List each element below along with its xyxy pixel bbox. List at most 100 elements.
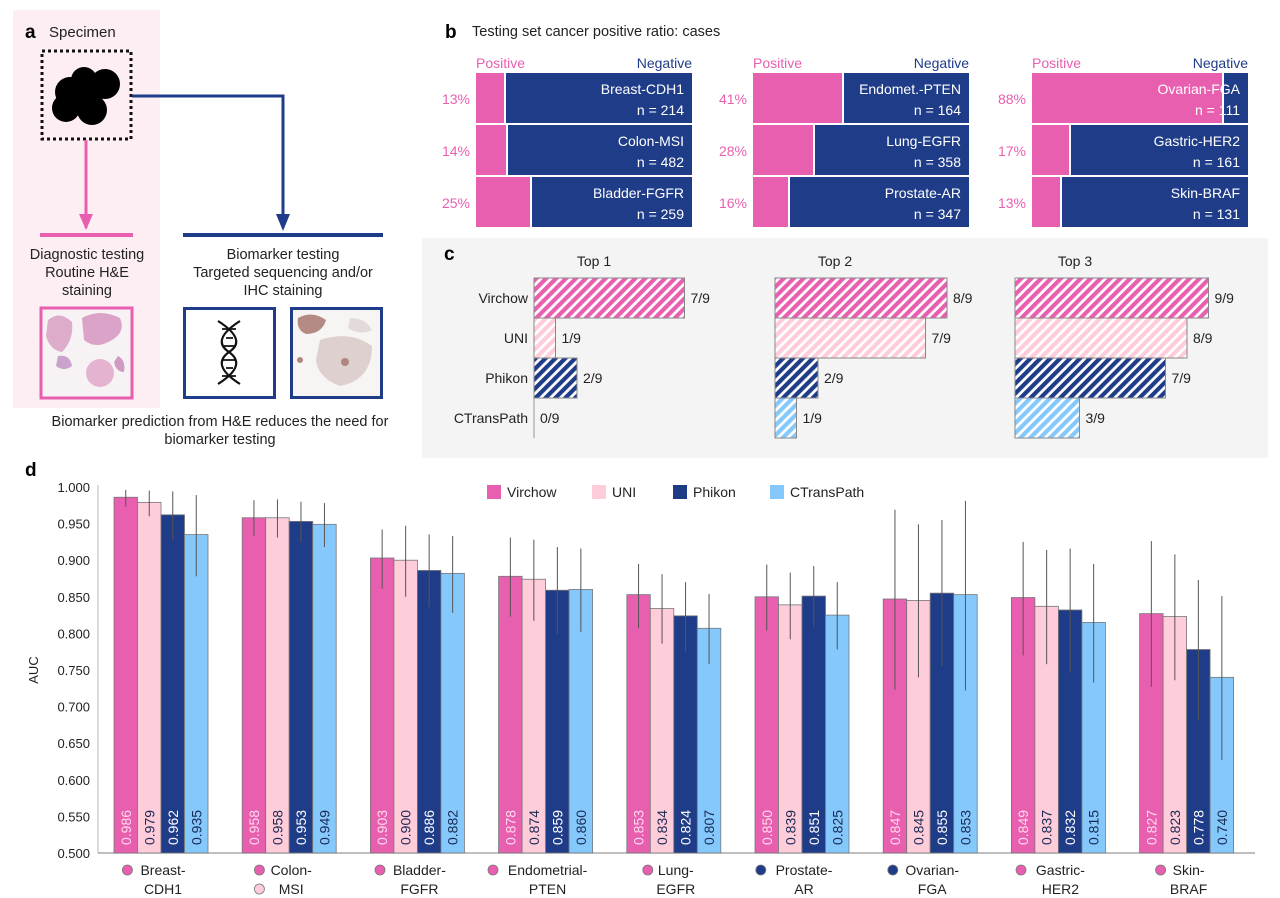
category-label-line1: Gastric- (1036, 862, 1085, 878)
cohort-name: Lung-EGFR (886, 133, 961, 149)
negative-bar (532, 177, 692, 227)
hatched-bar (533, 357, 578, 399)
biomarker-testing-text: Biomarker testing Targeted sequencing an… (163, 246, 403, 300)
auc-value-label: 0.824 (678, 810, 694, 845)
diagnostic-testing-text: Diagnostic testing Routine H&E staining (5, 246, 169, 300)
best-model-dot-icon (642, 864, 654, 876)
diagnostic-line: Routine H&E (45, 265, 129, 281)
y-tick-label: 0.950 (57, 517, 90, 532)
category-label-line1: Ovarian- (905, 862, 959, 878)
positive-bar (1032, 125, 1069, 175)
category-label-line1: Breast- (140, 862, 185, 878)
cohort-name: Skin-BRAF (1171, 185, 1240, 201)
hatched-bar (1014, 317, 1188, 359)
ihc-slide-image (290, 307, 383, 399)
auc-value-label: 0.839 (782, 810, 798, 845)
model-label: CTransPath (454, 410, 528, 426)
cohort-name: Gastric-HER2 (1154, 133, 1241, 149)
negative-header: Negative (637, 55, 692, 71)
auc-value-label: 0.935 (188, 810, 204, 845)
positive-percent: 13% (998, 195, 1026, 211)
dna-icon (217, 320, 241, 385)
panel-b-chart: Positive Negative 13% Breast-CDH1 n = 214 14%… (442, 55, 1248, 227)
category-label-line1: Lung- (658, 862, 694, 878)
legend-swatch (673, 485, 687, 499)
positive-percent: 13% (442, 91, 470, 107)
model-label: Virchow (478, 290, 528, 306)
cohort-name: Colon-MSI (618, 133, 684, 149)
positive-bar (753, 125, 813, 175)
specimen-label: Specimen (49, 24, 116, 41)
auc-value-label: 0.878 (502, 810, 518, 845)
negative-bar (815, 125, 969, 175)
legend-swatch (487, 485, 501, 499)
bar-value-label: 7/9 (932, 330, 952, 346)
negative-bar (1062, 177, 1248, 227)
biomarker-line: Targeted sequencing and/or (193, 265, 373, 281)
group-title: Top 3 (1058, 253, 1092, 269)
auc-value-label: 0.827 (1143, 810, 1159, 845)
legend-swatch (592, 485, 606, 499)
bar-value-label: 7/9 (691, 290, 711, 306)
auc-value-label: 0.853 (957, 810, 973, 845)
biomarker-line: IHC staining (243, 283, 323, 299)
auc-bar (113, 496, 138, 854)
bar-value-label: 8/9 (953, 290, 973, 306)
best-model-dot-icon (755, 864, 767, 876)
positive-percent: 88% (998, 91, 1026, 107)
specimen-blob-icon (52, 67, 120, 125)
category-label-line2: MSI (279, 881, 304, 897)
pink-divider (40, 233, 133, 237)
negative-bar (844, 73, 969, 123)
positive-percent: 16% (719, 195, 747, 211)
category-label-line2: FGFR (400, 881, 438, 897)
auc-value-label: 0.778 (1190, 810, 1206, 845)
legend-label: UNI (612, 484, 636, 500)
category-label-line2: FGA (918, 881, 947, 897)
auc-value-label: 0.825 (829, 810, 845, 845)
diagnostic-line: staining (62, 283, 112, 299)
positive-percent: 41% (719, 91, 747, 107)
cohort-n: n = 259 (637, 206, 684, 222)
best-model-dot-icon (1155, 864, 1166, 876)
bar-value-label: 8/9 (1193, 330, 1213, 346)
y-tick-label: 0.900 (57, 553, 90, 568)
panel-c-label: c (444, 244, 455, 265)
model-label: UNI (504, 330, 528, 346)
auc-value-label: 0.855 (934, 810, 950, 845)
auc-value-label: 0.949 (316, 810, 332, 845)
auc-value-label: 0.851 (806, 810, 822, 845)
category-label-line1: Prostate- (776, 862, 833, 878)
hatched-bar (774, 277, 948, 319)
diagnostic-line: Diagnostic testing (29, 247, 145, 263)
best-model-dot-icon (374, 864, 386, 876)
cohort-name: Breast-CDH1 (601, 81, 684, 97)
auc-bar (288, 521, 314, 854)
auc-value-label: 0.740 (1214, 810, 1230, 845)
auc-value-label: 0.859 (549, 810, 565, 845)
positive-header: Positive (1032, 55, 1081, 71)
model-label: Phikon (485, 370, 528, 386)
auc-value-label: 0.849 (1015, 810, 1031, 845)
negative-header: Negative (1193, 55, 1248, 71)
cohort-name: Ovarian-FGA (1158, 81, 1241, 97)
auc-bar (241, 517, 267, 854)
group-title: Top 2 (818, 253, 852, 269)
best-model-dot-icon (253, 883, 265, 895)
best-model-dot-icon (253, 864, 265, 876)
negative-bar (506, 73, 692, 123)
auc-value-label: 0.853 (631, 810, 647, 845)
y-tick-label: 0.600 (57, 773, 90, 788)
panel-d-label: d (25, 460, 37, 481)
cohort-n: n = 214 (637, 102, 684, 118)
y-tick-label: 0.850 (57, 590, 90, 605)
auc-value-label: 0.815 (1086, 810, 1102, 845)
cohort-n: n = 482 (637, 154, 684, 170)
bar-value-label: 1/9 (803, 410, 823, 426)
caption-line: Biomarker prediction from H&E reduces th… (51, 414, 389, 430)
panel-b-label: b (445, 22, 457, 43)
auc-value-label: 0.953 (293, 810, 309, 845)
cohort-name: Prostate-AR (885, 185, 961, 201)
negative-header: Negative (914, 55, 969, 71)
panel-a-diagram (39, 49, 383, 400)
